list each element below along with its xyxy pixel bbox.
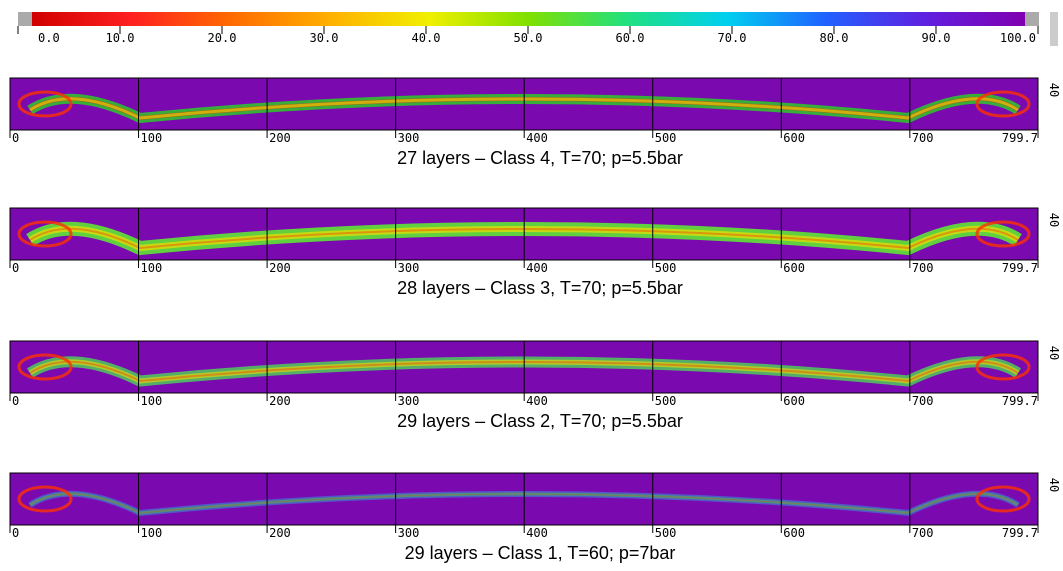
x-tick-label: 300 <box>398 394 420 408</box>
x-tick-label: 700 <box>912 261 934 275</box>
heatmap-spot <box>17 353 73 381</box>
colorbar-label: 80.0 <box>820 31 849 45</box>
y-label: 40 <box>1047 83 1061 97</box>
x-tick-label: 400 <box>526 131 548 145</box>
y-label: 40 <box>1047 478 1061 492</box>
x-tick-label: 0 <box>12 261 19 275</box>
x-tick-label: 600 <box>783 131 805 145</box>
x-tick-label: 400 <box>526 394 548 408</box>
x-tick-label: 500 <box>655 526 677 540</box>
x-tick-label: 500 <box>655 131 677 145</box>
x-tick-label: 600 <box>783 261 805 275</box>
x-tick-label: 799.7 <box>1002 261 1038 275</box>
caption: 29 layers – Class 2, T=70; p=5.5bar <box>397 411 683 431</box>
colorbar-label: 90.0 <box>922 31 951 45</box>
heatmap-spot <box>17 220 73 248</box>
colorbar-label: 20.0 <box>208 31 237 45</box>
x-tick-label: 300 <box>398 526 420 540</box>
colorbar-label: 40.0 <box>412 31 441 45</box>
x-tick-label: 0 <box>12 526 19 540</box>
y-label: 40 <box>1047 213 1061 227</box>
colorbar <box>32 12 1025 26</box>
x-tick-label: 100 <box>141 131 163 145</box>
x-tick-label: 0 <box>12 394 19 408</box>
y-label: 40 <box>1047 346 1061 360</box>
colorbar-label: 60.0 <box>616 31 645 45</box>
x-tick-label: 400 <box>526 261 548 275</box>
x-tick-label: 700 <box>912 394 934 408</box>
x-tick-label: 799.7 <box>1002 526 1038 540</box>
heatmap-spot <box>975 353 1031 381</box>
x-tick-label: 600 <box>783 394 805 408</box>
x-tick-label: 100 <box>141 261 163 275</box>
x-tick-label: 799.7 <box>1002 394 1038 408</box>
heatmap-spot <box>17 485 73 513</box>
colorbar-label: 100.0 <box>1000 31 1036 45</box>
caption: 27 layers – Class 4, T=70; p=5.5bar <box>397 148 683 168</box>
x-tick-label: 400 <box>526 526 548 540</box>
x-tick-label: 200 <box>269 131 291 145</box>
x-tick-label: 300 <box>398 131 420 145</box>
x-tick-label: 700 <box>912 526 934 540</box>
heatmap-spot <box>975 485 1031 513</box>
x-tick-label: 600 <box>783 526 805 540</box>
colorbar-label: 0.0 <box>38 31 60 45</box>
caption: 28 layers – Class 3, T=70; p=5.5bar <box>397 278 683 298</box>
colorbar-label: 10.0 <box>106 31 135 45</box>
x-tick-label: 500 <box>655 394 677 408</box>
x-tick-label: 200 <box>269 261 291 275</box>
x-tick-label: 200 <box>269 394 291 408</box>
colorbar-end <box>18 12 32 26</box>
x-tick-label: 500 <box>655 261 677 275</box>
x-tick-label: 200 <box>269 526 291 540</box>
x-tick-label: 799.7 <box>1002 131 1038 145</box>
caption: 29 layers – Class 1, T=60; p=7bar <box>405 543 676 563</box>
x-tick-label: 0 <box>12 131 19 145</box>
heatmap-spot <box>975 90 1031 118</box>
scroll-stub <box>1050 12 1058 46</box>
heatmap-spot <box>975 220 1031 248</box>
heatmap-spot <box>17 90 73 118</box>
x-tick-label: 700 <box>912 131 934 145</box>
x-tick-label: 100 <box>141 526 163 540</box>
colorbar-label: 70.0 <box>718 31 747 45</box>
x-tick-label: 100 <box>141 394 163 408</box>
colorbar-label: 30.0 <box>310 31 339 45</box>
x-tick-label: 300 <box>398 261 420 275</box>
colorbar-label: 50.0 <box>514 31 543 45</box>
colorbar-end <box>1025 12 1039 26</box>
